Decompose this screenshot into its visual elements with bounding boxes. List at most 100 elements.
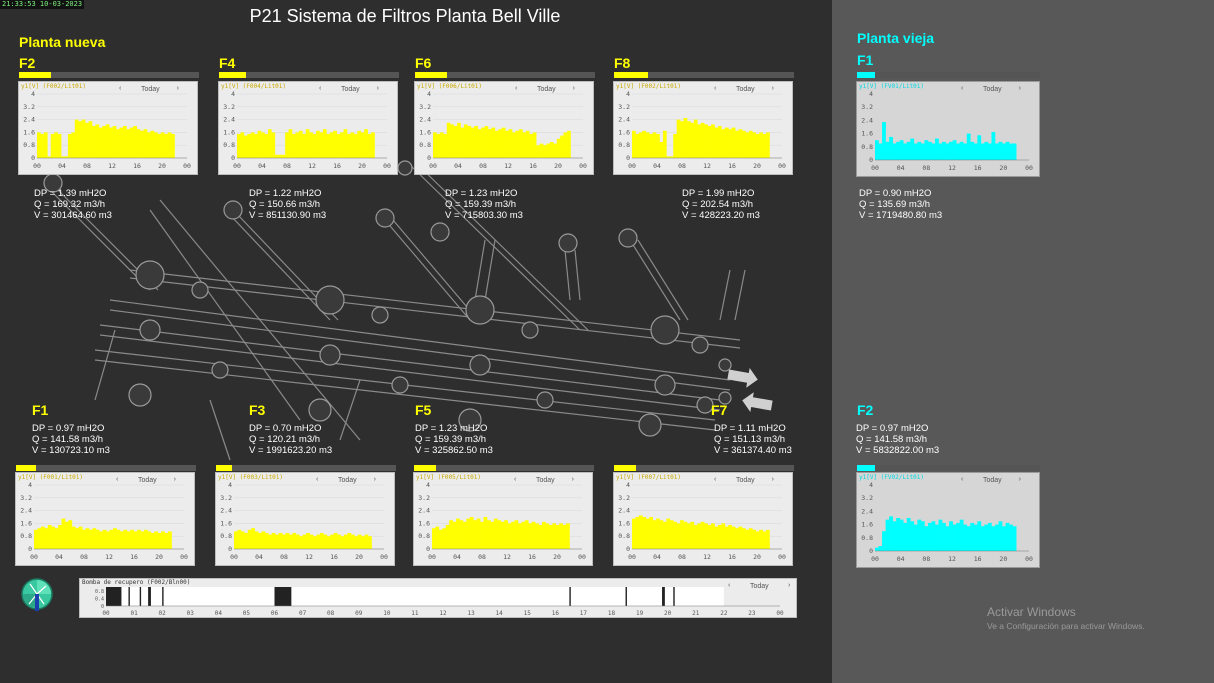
data-bar (240, 531, 245, 549)
data-bar (738, 129, 743, 158)
chevron-right-icon[interactable]: › (1018, 85, 1021, 92)
data-bar (555, 525, 560, 549)
data-bar (906, 518, 911, 551)
chevron-left-icon[interactable]: ‹ (961, 476, 964, 483)
data-bar (439, 132, 444, 158)
data-bar (123, 529, 128, 549)
filter-values-f1n: DP = 0.97 mH2O Q = 141.58 m3/h V = 130723.… (32, 423, 110, 456)
y-tick-label: 0 (231, 154, 235, 162)
data-bar (697, 124, 702, 158)
x-tick-label: 04 (55, 553, 63, 561)
chart-series-label: y1[V] (F006/Lit01) (417, 83, 483, 90)
filter-values-f5n: DP = 1.23 mH2O Q = 159.39 m3/h V = 325862.… (415, 423, 493, 456)
y-tick-label: 2.4 (23, 116, 35, 124)
data-bar (656, 134, 660, 158)
chevron-right-icon[interactable]: › (571, 476, 574, 483)
chevron-left-icon[interactable]: ‹ (714, 476, 717, 483)
data-bar (250, 132, 255, 158)
chevron-left-icon[interactable]: ‹ (515, 85, 518, 92)
chevron-left-icon[interactable]: ‹ (728, 582, 731, 589)
pump-icon[interactable] (20, 576, 54, 612)
y-tick-label: 3.2 (418, 494, 430, 502)
data-bar (649, 517, 653, 549)
chart-card-f8n[interactable]: y1[V] (F002/Lit01) ‹ Today › 0 0.8 1.6 2.4 3.2 4 0… (613, 81, 793, 175)
chart-card-f2n[interactable]: y1[V] (F002/Lit01) ‹ Today › 0 0.8 1.6 2.4 3.2 4 0… (18, 81, 198, 175)
data-bar (666, 518, 671, 549)
data-bar (984, 141, 989, 160)
pump-chart[interactable]: Bomba de recupero (F002/Bln00) 0 0.4 0.8 00… (79, 578, 797, 618)
y-tick-label: 0.8 (223, 141, 235, 149)
chart-card-f5n[interactable]: y1[V] (F005/Lit01) ‹ Today › 0 0.8 1.6 2.4 3.2 4 0… (413, 472, 593, 566)
chevron-left-icon[interactable]: ‹ (119, 85, 122, 92)
y-tick-label: 1.6 (223, 128, 235, 136)
x-tick-label: 12 (948, 555, 956, 563)
data-bar (662, 130, 667, 158)
chart-card-f3n[interactable]: y1[V] (F003/Lit01) ‹ Today › 0 0.8 1.6 2.4 3.2 4 0… (215, 472, 395, 566)
x-tick-label: 08 (678, 162, 686, 170)
chart-card-f1n[interactable]: y1[V] (F001/Lit01) ‹ Today › 0 0.8 1.6 2.4 3.2 4 0… (15, 472, 195, 566)
data-bar (484, 126, 489, 158)
chevron-right-icon[interactable]: › (771, 476, 774, 483)
data-bar (361, 536, 365, 549)
pump-x-tick: 07 (299, 610, 307, 617)
data-bar (343, 129, 348, 158)
chevron-right-icon[interactable]: › (376, 85, 379, 92)
data-bar (638, 515, 643, 549)
flow-value: Q = 135.69 m3/h (859, 199, 931, 210)
chart-card-f4n[interactable]: y1[V] (F004/Lit01) ‹ Today › 0 0.8 1.6 2.4 3.2 4 0… (218, 81, 398, 175)
data-bar (337, 534, 341, 549)
data-bar (963, 524, 968, 551)
data-bar (563, 132, 568, 158)
y-tick-label: 3.2 (20, 494, 32, 502)
data-bar (511, 521, 515, 549)
chevron-left-icon[interactable]: ‹ (316, 476, 319, 483)
data-bar (693, 119, 698, 158)
chart-plot: 0 0.8 1.6 2.4 3.2 4 00 04 08 12 16 20 00 (223, 90, 391, 170)
chevron-right-icon[interactable]: › (176, 85, 179, 92)
data-bar (449, 520, 453, 549)
data-bar (460, 127, 465, 158)
chevron-left-icon[interactable]: ‹ (319, 85, 322, 92)
data-bar (483, 517, 488, 549)
data-bar (466, 518, 471, 549)
data-bar (89, 529, 93, 549)
y-tick-label: 0 (228, 545, 232, 553)
y-tick-label: 1.6 (418, 519, 430, 527)
data-bar (721, 129, 726, 158)
chevron-left-icon[interactable]: ‹ (116, 476, 119, 483)
data-bar (917, 141, 922, 160)
data-bar (889, 516, 893, 551)
x-tick-label: 16 (974, 555, 982, 563)
data-bar (82, 529, 86, 549)
chart-card-f1v[interactable]: y1[V] (FV01/Lit01) ‹ Today › 0 0.8 1.6 2.4 3.2 4 0… (856, 81, 1040, 177)
chevron-right-icon[interactable]: › (1018, 476, 1021, 483)
chevron-left-icon[interactable]: ‹ (961, 85, 964, 92)
chevron-right-icon[interactable]: › (173, 476, 176, 483)
data-bar (456, 518, 460, 549)
data-bar (973, 524, 978, 551)
chevron-right-icon[interactable]: › (771, 85, 774, 92)
chart-day-label: Today (537, 86, 556, 93)
chevron-left-icon[interactable]: ‹ (714, 85, 717, 92)
data-bar (528, 523, 532, 549)
level-bar-f5n (414, 465, 594, 471)
flow-value: Q = 151.13 m3/h (714, 434, 786, 445)
watermark-line-1: Activar Windows (987, 605, 1076, 619)
x-tick-label: 00 (628, 162, 636, 170)
chevron-right-icon[interactable]: › (373, 476, 376, 483)
data-bar (268, 534, 273, 549)
data-bar (935, 138, 939, 160)
data-bar (745, 529, 750, 549)
chevron-left-icon[interactable]: ‹ (514, 476, 517, 483)
chevron-right-icon[interactable]: › (572, 85, 575, 92)
data-bar (942, 141, 946, 160)
volume-value: V = 325862.50 m3 (415, 445, 493, 456)
data-bar (453, 126, 458, 158)
chevron-right-icon[interactable]: › (788, 582, 791, 589)
chart-card-f7n[interactable]: y1[V] (F007/Lit01) ‹ Today › 0 0.8 1.6 2.4 3.2 4 0… (613, 472, 793, 566)
chart-card-f6n[interactable]: y1[V] (F006/Lit01) ‹ Today › 0 0.8 1.6 2.4 3.2 4 0… (414, 81, 594, 175)
chart-card-f2v[interactable]: y1[V] (FV02/Lit01) ‹ Today › 0 0.8 1.6 2.4 3.2 4 0… (856, 472, 1040, 568)
data-bar (147, 132, 151, 158)
pump-x-tick: 18 (608, 610, 616, 617)
data-bar (316, 534, 321, 549)
